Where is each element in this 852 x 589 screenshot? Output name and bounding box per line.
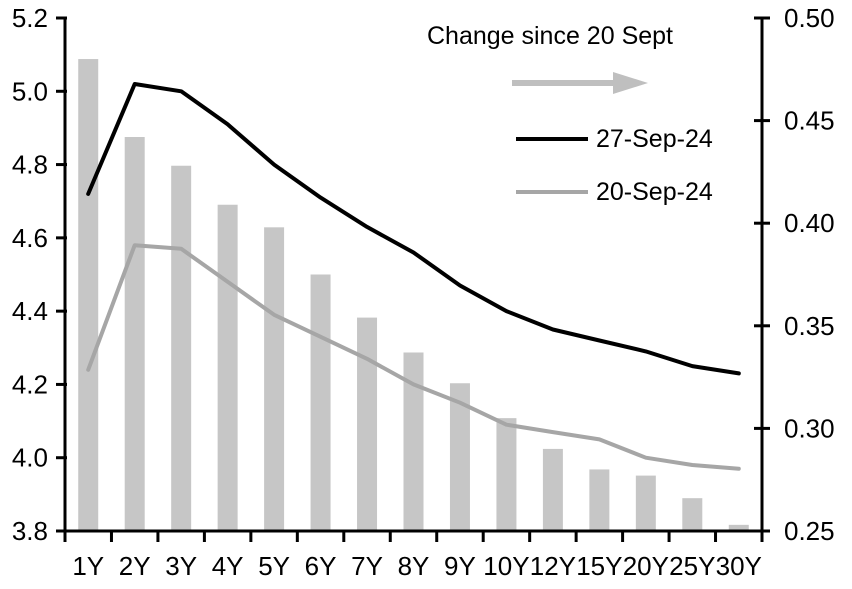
x-axis-label-8Y: 8Y [398, 551, 430, 581]
left-axis-tick-label: 4.6 [12, 223, 48, 253]
bar-5Y [264, 227, 285, 531]
line-20-Sep-24 [86, 243, 741, 471]
x-axis-label-5Y: 5Y [258, 551, 290, 581]
x-axis-label-12Y: 12Y [530, 551, 576, 581]
bar-2Y [124, 137, 145, 532]
legend-title: Change since 20 Sept [426, 22, 673, 50]
left-axis-tick-label: 3.8 [12, 516, 48, 546]
bar-15Y [589, 469, 610, 531]
x-axis-label-7Y: 7Y [351, 551, 383, 581]
legend-item-27-sep: 27-Sep-24 [516, 124, 713, 154]
bar-12Y [542, 448, 563, 531]
right-axis-tick-label: 0.50 [784, 3, 835, 33]
right-axis-tick-label: 0.25 [784, 516, 835, 546]
x-axis-label-3Y: 3Y [165, 551, 197, 581]
bar-4Y [217, 204, 238, 531]
bar-25Y [682, 498, 703, 531]
right-axis-tick-label: 0.40 [784, 208, 835, 238]
left-axis-tick-label: 5.0 [12, 76, 48, 106]
x-axis-label-20Y: 20Y [623, 551, 669, 581]
x-axis-label-25Y: 25Y [669, 551, 715, 581]
left-axis-tick-label: 4.4 [12, 296, 48, 326]
right-axis-tick-label: 0.30 [784, 413, 835, 443]
line-sample-27-sep [516, 137, 588, 141]
left-axis-tick-label: 5.2 [12, 3, 48, 33]
left-axis-tick-label: 4.8 [12, 150, 48, 180]
x-axis-label-4Y: 4Y [212, 551, 244, 581]
bar-9Y [449, 383, 470, 531]
x-axis-label-2Y: 2Y [119, 551, 151, 581]
bar-6Y [310, 274, 331, 531]
legend-label-27-sep: 27-Sep-24 [596, 124, 713, 153]
legend-label-20-sep: 20-Sep-24 [596, 177, 713, 206]
x-axis-label-30Y: 30Y [716, 551, 762, 581]
bar-10Y [496, 418, 517, 531]
left-axis-tick-label: 4.2 [12, 369, 48, 399]
bar-1Y [78, 59, 99, 531]
x-axis-label-15Y: 15Y [576, 551, 622, 581]
x-axis-label-1Y: 1Y [72, 551, 104, 581]
x-axis-label-6Y: 6Y [305, 551, 337, 581]
right-axis-tick-label: 0.45 [784, 106, 835, 136]
bar-20Y [635, 475, 656, 531]
right-axis-tick-label: 0.35 [784, 311, 835, 341]
bar-3Y [171, 165, 192, 531]
change-arrow-icon [512, 72, 648, 94]
bar-30Y [728, 524, 749, 531]
line-sample-20-sep [516, 190, 588, 194]
line-27-Sep-24 [86, 82, 741, 376]
x-axis-label-9Y: 9Y [444, 551, 476, 581]
bar-8Y [403, 352, 424, 531]
legend-item-20-sep: 20-Sep-24 [516, 177, 713, 207]
bar-7Y [357, 317, 378, 531]
left-axis-tick-label: 4.0 [12, 443, 48, 473]
x-axis-label-10Y: 10Y [483, 551, 529, 581]
